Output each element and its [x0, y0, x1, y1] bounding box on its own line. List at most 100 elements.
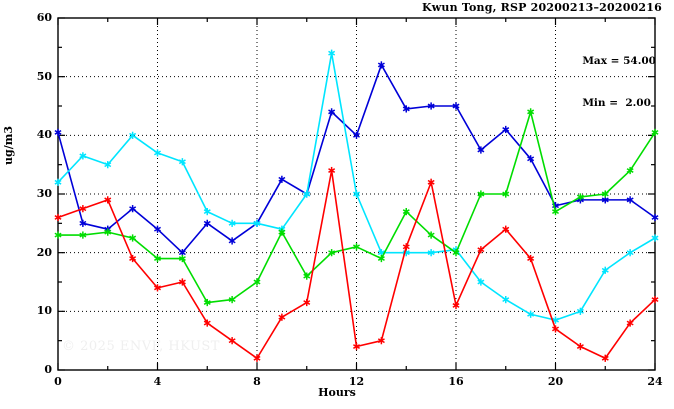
y-tick-label: 0	[44, 363, 52, 376]
data-point-marker	[527, 108, 535, 116]
data-point-marker	[303, 190, 311, 198]
x-tick-label: 0	[54, 375, 62, 388]
data-point-marker	[502, 296, 510, 304]
data-point-marker	[129, 254, 137, 263]
y-tick-label: 50	[36, 69, 52, 83]
marker-stroke	[477, 247, 485, 253]
y-tick-label: 10	[36, 304, 52, 318]
marker-stroke	[203, 220, 211, 226]
data-point-marker	[278, 228, 286, 236]
data-point-marker	[626, 319, 634, 327]
marker-stroke	[527, 311, 535, 317]
data-point-marker	[626, 249, 634, 257]
data-point-marker	[178, 254, 186, 263]
marker-stroke	[651, 235, 659, 241]
marker-stroke	[576, 344, 584, 349]
marker-stroke	[552, 326, 559, 332]
data-series-2	[54, 49, 659, 324]
marker-stroke	[626, 197, 634, 203]
marker-stroke	[104, 229, 112, 235]
marker-stroke	[154, 150, 161, 156]
data-point-marker	[228, 296, 236, 304]
data-point-marker	[477, 190, 485, 198]
data-point-marker	[154, 149, 161, 157]
data-point-marker	[228, 219, 236, 227]
marker-stroke	[203, 300, 211, 305]
marker-stroke	[353, 244, 360, 250]
data-point-marker	[651, 296, 659, 304]
data-point-marker	[402, 243, 410, 251]
data-point-marker	[278, 313, 286, 321]
data-point-marker	[601, 354, 609, 362]
data-point-marker	[353, 342, 360, 351]
marker-stroke	[178, 256, 186, 261]
data-point-marker	[576, 342, 584, 351]
marker-stroke	[552, 203, 559, 209]
marker-stroke	[502, 226, 510, 232]
marker-stroke	[328, 168, 336, 173]
data-point-marker	[427, 231, 435, 239]
data-point-marker	[427, 249, 435, 257]
marker-stroke	[427, 179, 435, 185]
y-tick-label: 30	[36, 187, 52, 200]
marker-stroke	[477, 191, 485, 197]
data-point-marker	[129, 205, 137, 213]
marker-stroke	[178, 279, 186, 285]
data-point-marker	[129, 234, 137, 242]
data-point-marker	[154, 254, 161, 263]
marker-stroke	[427, 232, 435, 238]
data-point-marker	[253, 278, 261, 286]
data-point-marker	[104, 161, 112, 169]
data-point-marker	[601, 266, 609, 274]
marker-stroke	[527, 109, 535, 115]
data-point-marker	[626, 166, 634, 175]
x-tick-label: 24	[647, 375, 663, 388]
marker-stroke	[303, 273, 311, 279]
marker-stroke	[54, 232, 62, 238]
marker-stroke	[377, 62, 385, 68]
marker-stroke	[178, 250, 186, 256]
data-point-marker	[502, 225, 510, 233]
marker-stroke	[228, 220, 236, 226]
data-point-marker	[203, 298, 211, 307]
data-point-marker	[477, 146, 485, 154]
marker-stroke	[601, 197, 609, 203]
data-point-marker	[452, 249, 460, 257]
marker-stroke	[303, 300, 311, 305]
data-point-marker	[154, 284, 161, 292]
data-point-marker	[228, 237, 236, 245]
marker-stroke	[54, 179, 62, 185]
marker-stroke	[502, 297, 510, 303]
marker-stroke	[651, 129, 659, 135]
marker-stroke	[502, 127, 510, 132]
marker-stroke	[154, 256, 161, 261]
data-point-marker	[104, 196, 112, 204]
marker-stroke	[303, 191, 311, 197]
marker-stroke	[328, 109, 336, 115]
marker-stroke	[253, 355, 261, 361]
x-axis-label: Hours	[318, 386, 356, 399]
data-series-4	[54, 166, 659, 362]
data-point-marker	[377, 337, 385, 345]
max-value-label: Max = 54.00	[582, 55, 656, 67]
marker-stroke	[328, 250, 336, 256]
data-point-marker	[54, 213, 62, 222]
marker-stroke	[228, 238, 236, 244]
marker-stroke	[626, 320, 634, 326]
marker-stroke	[203, 320, 211, 326]
marker-stroke	[104, 162, 112, 168]
marker-stroke	[129, 206, 137, 212]
marker-stroke	[651, 297, 659, 303]
data-point-marker	[253, 354, 261, 362]
data-point-marker	[79, 231, 87, 239]
marker-stroke	[601, 267, 609, 273]
data-point-marker	[552, 325, 559, 333]
data-point-marker	[527, 254, 535, 263]
marker-stroke	[328, 50, 336, 56]
copyright-watermark: © 2025 ENVF, HKUST	[62, 339, 220, 354]
data-point-marker	[502, 125, 510, 134]
marker-stroke	[129, 235, 137, 241]
data-point-marker	[328, 49, 336, 57]
data-point-marker	[328, 108, 336, 116]
marker-stroke	[626, 250, 634, 256]
